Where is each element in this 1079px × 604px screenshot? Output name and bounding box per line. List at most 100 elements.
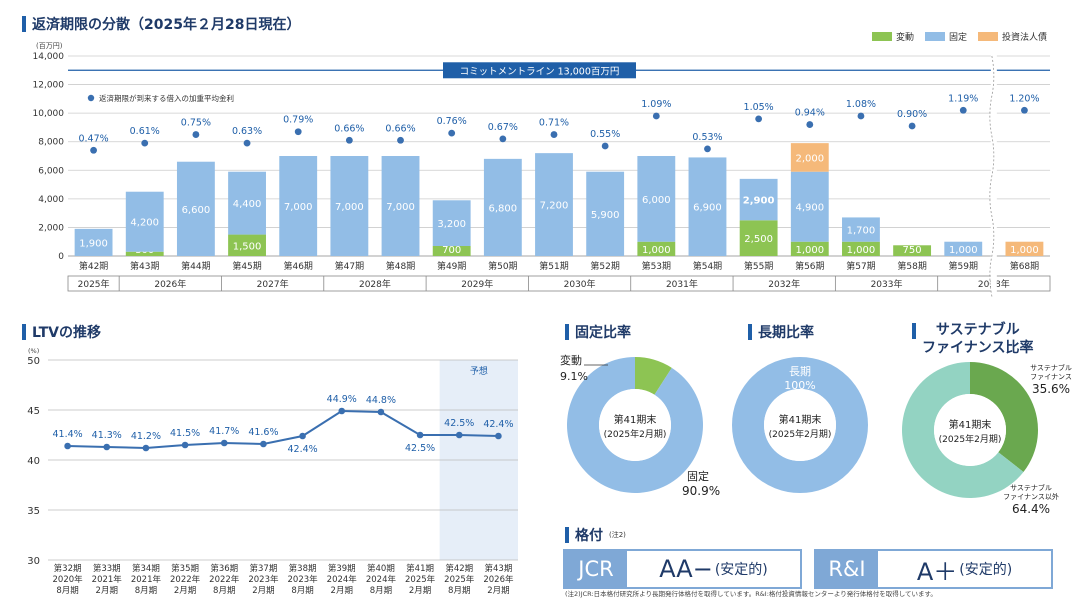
rating-footnote: (注2)JCR:日本格付研究所より長期発行体格付を取得しています。R&I:格付投… (565, 590, 937, 598)
long-ratio-title: 長期比率 (748, 322, 814, 342)
ltv-x-tick-label: 第33期 (93, 563, 121, 574)
ltv-point (142, 444, 150, 452)
ltv-y-tick-label: 30 (27, 556, 40, 567)
ltv-point (455, 431, 463, 439)
ltv-value-label: 42.4% (287, 444, 317, 455)
ltv-x-tick-label: 2020年 (53, 574, 84, 585)
y-tick-label: 6,000 (38, 166, 64, 176)
rate-label: 1.19% (948, 93, 978, 104)
rating-title: 格付 (注2) (565, 525, 626, 545)
rate-label: 0.71% (539, 118, 569, 129)
bar-value-label: 1,000 (949, 245, 978, 256)
bar-value-label: 4,900 (795, 203, 824, 214)
bar-value-label: 7,000 (335, 202, 364, 213)
bar-value-label: 4,200 (130, 218, 159, 229)
ltv-point (338, 407, 346, 415)
rate-label: 0.94% (795, 108, 825, 119)
year-label: 2028年 (359, 278, 391, 290)
bar-value-label: 5,900 (591, 210, 620, 221)
bar-fixed (535, 153, 573, 256)
ltv-x-tick-label: 2021年 (131, 574, 162, 585)
rate-label: 0.66% (385, 123, 415, 134)
ltv-value-label: 41.4% (52, 429, 82, 440)
x-tick-label: 第55期 (744, 260, 773, 272)
bar-bond (790, 143, 829, 172)
bar-fixed (842, 217, 880, 242)
ltv-x-tick-label: 2024年 (366, 574, 397, 585)
bar-value-label: 1,000 (847, 245, 876, 256)
bar-floating (637, 241, 676, 256)
fixed-ratio-title: 固定比率 (565, 322, 631, 342)
ltv-x-tick-label: 第37期 (250, 563, 278, 574)
x-tick-label: 第68期 (1010, 260, 1039, 272)
rate-label: 1.05% (744, 102, 774, 113)
ltv-x-tick-label: 2月期 (174, 586, 196, 596)
sustain-donut-slice (902, 362, 1024, 498)
legend-swatch-fixed (925, 32, 945, 41)
ltv-x-tick-label: 8月期 (291, 586, 313, 596)
fixed-label-fixed: 固定 (687, 469, 709, 483)
ltv-x-tick-label: 8月期 (370, 586, 392, 596)
ltv-x-tick-label: 第36期 (210, 563, 238, 574)
ltv-x-tick-label: 2022年 (209, 574, 240, 585)
rate-marker (90, 146, 97, 154)
rate-marker (192, 131, 200, 138)
rate-label: 0.90% (897, 109, 927, 120)
year-row (67, 275, 1051, 292)
ltv-x-tick-label: 2025年 (444, 574, 475, 585)
bar-fixed (330, 156, 369, 256)
fixed-donut-center-date: (2025年2月期) (604, 428, 667, 440)
x-tick-label: 第47期 (335, 260, 364, 272)
fixed-donut-slice (567, 357, 703, 493)
bar-fixed (586, 171, 625, 256)
ltv-chart: 予想(%)303540455041.4%第32期2020年8月期41.3%第33… (27, 347, 518, 596)
long-donut-hole (764, 389, 836, 461)
ltv-point (220, 439, 228, 447)
ltv-x-tick-label: 2月期 (409, 586, 431, 596)
rate-label: 0.66% (334, 123, 364, 134)
y-tick-label: 4,000 (38, 195, 64, 205)
x-tick-label: 第53期 (642, 260, 671, 272)
bar-value-label: 1,000 (1010, 245, 1039, 256)
jcr-grade: AA− (安定的) (659, 555, 768, 583)
fixed-label-floating: 変動 (560, 353, 582, 367)
sustain-label-a1: サステナブル (1030, 363, 1072, 372)
ltv-point (103, 443, 111, 451)
bar-value-label: 2,500 (744, 234, 773, 245)
sustain-ratio-title: サステナブル ファイナンス比率 (912, 322, 1033, 357)
bar-value-label: 6,900 (693, 203, 722, 214)
rate-marker (345, 136, 353, 144)
ltv-value-label: 41.3% (92, 430, 122, 441)
y-tick-label: 8,000 (38, 138, 64, 148)
ltv-value-label: 41.2% (131, 431, 161, 442)
rate-label: 1.09% (641, 99, 671, 110)
ltv-x-tick-label: 2024年 (327, 574, 358, 585)
sustain-donut-slice (970, 362, 1038, 473)
rate-marker (243, 139, 251, 147)
ltv-point (299, 432, 306, 440)
ltv-value-label: 41.7% (209, 426, 239, 437)
x-tick-label: 第43期 (130, 260, 159, 272)
legend-fixed: 固定 (925, 30, 967, 43)
rate-label: 0.79% (283, 115, 313, 126)
bar-floating (432, 246, 471, 256)
ltv-value-label: 41.6% (248, 427, 278, 438)
rate-marker (448, 129, 456, 137)
x-tick-label: 第49期 (437, 260, 466, 272)
ltv-point (416, 431, 424, 439)
commitment-label: コミットメントライン 13,000百万円 (460, 66, 620, 77)
ltv-y-tick-label: 45 (27, 406, 40, 417)
ri-grade: A＋ (安定的) (916, 557, 1013, 586)
long-donut-center-date: (2025年2月期) (769, 428, 832, 440)
long-value: 100% (784, 379, 815, 392)
sustain-label-b1: サステナブル (1010, 483, 1052, 492)
year-label: 2025年 (78, 278, 110, 290)
year-label: 2033年 (871, 278, 903, 290)
ltv-unit-label: (%) (28, 347, 39, 355)
long-donut-slice (732, 357, 868, 493)
ltv-y-tick-label: 50 (27, 356, 40, 367)
bar-fixed (125, 191, 164, 252)
ltv-x-tick-label: 2月期 (252, 586, 274, 596)
ltv-x-tick-label: 8月期 (448, 586, 470, 596)
